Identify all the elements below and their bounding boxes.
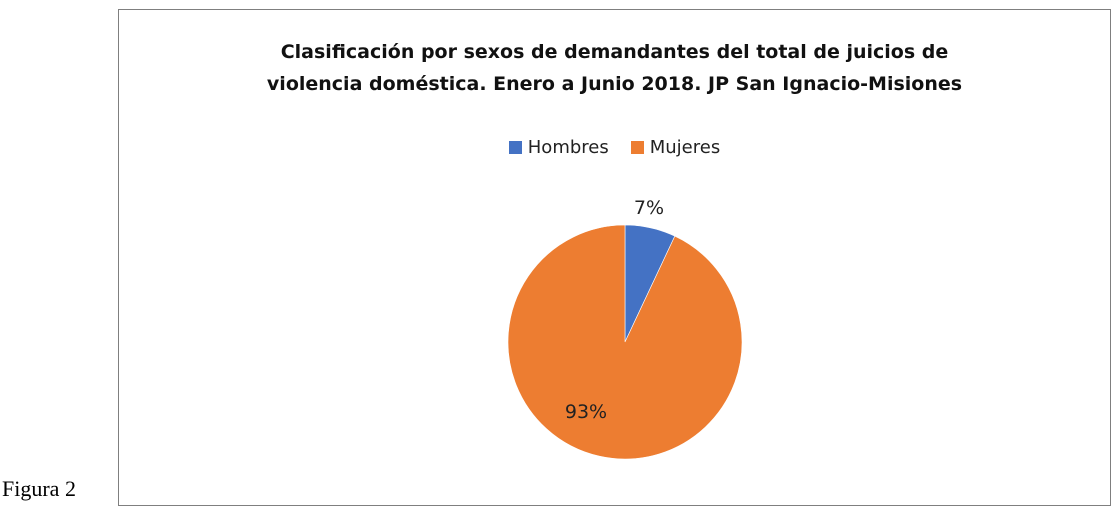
legend-item-mujeres: Mujeres bbox=[630, 137, 721, 158]
chart-legend: Hombres Mujeres bbox=[119, 137, 1110, 158]
legend-label-mujeres: Mujeres bbox=[649, 137, 721, 158]
legend-label-hombres: Hombres bbox=[527, 137, 609, 158]
chart-title: Clasificación por sexos de demandantes d… bbox=[119, 36, 1110, 100]
data-label-hombres: 7% bbox=[634, 197, 664, 219]
legend-swatch-hombres bbox=[508, 141, 522, 154]
legend-item-hombres: Hombres bbox=[508, 137, 609, 158]
data-label-mujeres: 93% bbox=[565, 401, 607, 423]
chart-title-line-1: Clasificación por sexos de demandantes d… bbox=[280, 41, 949, 63]
chart-area: Clasificación por sexos de demandantes d… bbox=[118, 9, 1111, 506]
chart-title-line-2: violencia doméstica. Enero a Junio 2018.… bbox=[266, 73, 963, 95]
figure-caption: Figura 2 bbox=[2, 476, 76, 501]
pie-slice-mujeres bbox=[507, 224, 743, 460]
pie-chart: 7% 93% bbox=[507, 197, 743, 460]
legend-swatch-mujeres bbox=[630, 141, 644, 154]
